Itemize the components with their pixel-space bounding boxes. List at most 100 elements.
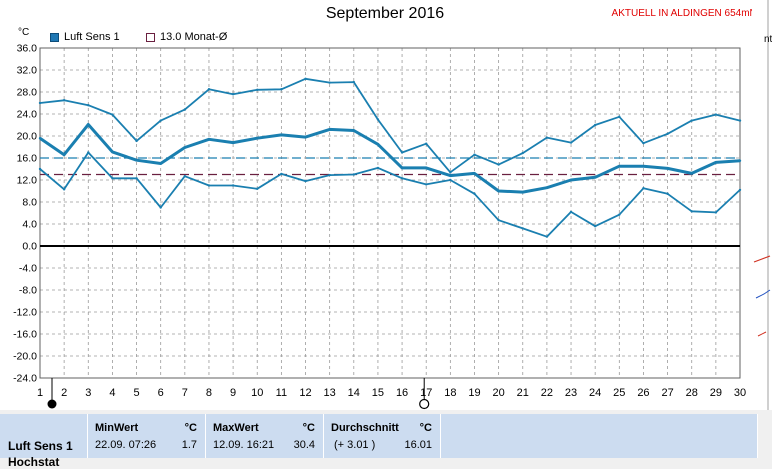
data-point-mean bbox=[280, 133, 283, 137]
data-point-min bbox=[666, 192, 669, 195]
legend-item-series[interactable]: Luft Sens 1 bbox=[50, 31, 120, 43]
data-point-min bbox=[400, 177, 404, 180]
y-tick-label: 12.0 bbox=[17, 175, 38, 187]
stats-avg-value: 16.01 bbox=[404, 439, 432, 451]
data-point-max bbox=[593, 123, 597, 127]
x-tick-label: 16 bbox=[396, 387, 408, 399]
data-point-max bbox=[376, 118, 380, 121]
x-tick-label: 15 bbox=[372, 387, 384, 399]
data-point-mean bbox=[183, 146, 187, 149]
data-point-mean bbox=[207, 138, 211, 141]
data-point-min bbox=[545, 235, 549, 238]
data-point-mean bbox=[449, 174, 452, 177]
x-tick-label: 11 bbox=[276, 387, 287, 399]
data-point-mean bbox=[328, 128, 331, 131]
data-point-mean bbox=[376, 143, 380, 146]
x-tick-label: 2 bbox=[61, 387, 67, 399]
data-point-max bbox=[135, 139, 138, 143]
data-point-max bbox=[304, 77, 307, 81]
data-point-max bbox=[328, 81, 331, 84]
x-tick-label: 28 bbox=[686, 387, 698, 399]
stats-max-value: 30.4 bbox=[293, 439, 315, 451]
x-tick-label: 8 bbox=[206, 387, 212, 399]
stats-avg-delta: (+ 3.01 ) bbox=[334, 439, 376, 451]
data-point-max bbox=[183, 108, 187, 111]
data-point-min bbox=[376, 166, 380, 170]
live-weather-link[interactable]: AKTUELL IN ALDINGEN 654mNN bbox=[611, 8, 764, 19]
data-point-max bbox=[280, 88, 283, 91]
stats-row-header: Luft Sens 1 Hochstat bbox=[0, 414, 88, 469]
stats-avg-unit: °C bbox=[419, 422, 432, 434]
stats-min-value: 1.7 bbox=[181, 439, 197, 451]
legend-series-swatch bbox=[50, 32, 59, 42]
data-point-mean bbox=[642, 165, 645, 168]
stats-max-header: MaxWert bbox=[213, 422, 259, 434]
y-tick-label: 20.0 bbox=[17, 131, 38, 143]
x-tick-label: 14 bbox=[348, 387, 360, 399]
data-point-max bbox=[642, 141, 645, 145]
data-point-mean bbox=[618, 165, 621, 168]
y-tick-label: -8.0 bbox=[19, 285, 37, 297]
side-panel-strip: nt bbox=[752, 0, 772, 410]
data-point-min bbox=[593, 225, 597, 228]
data-point-min bbox=[352, 173, 355, 176]
series-line-mean bbox=[39, 123, 741, 194]
data-point-min bbox=[714, 211, 718, 214]
data-point-mean bbox=[521, 190, 524, 194]
x-tick-label: 19 bbox=[468, 387, 480, 399]
data-point-max bbox=[738, 119, 742, 122]
stats-row-label-2: Hochstat bbox=[8, 455, 60, 469]
data-point-mean bbox=[593, 176, 597, 179]
data-point-mean bbox=[159, 162, 162, 165]
data-point-min bbox=[231, 184, 235, 187]
stats-avg-cell: Durchschnitt °C (+ 3.01 ) 16.01 bbox=[324, 414, 441, 458]
stats-min-date: 22.09. 07:26 bbox=[95, 439, 157, 451]
data-point-max bbox=[38, 101, 42, 105]
data-point-min bbox=[618, 213, 621, 216]
x-tick-label: 4 bbox=[109, 387, 115, 399]
x-tick-label: 21 bbox=[517, 387, 529, 399]
data-point-max bbox=[473, 153, 476, 156]
data-point-min bbox=[111, 177, 114, 180]
data-point-mean bbox=[569, 178, 573, 182]
y-tick-label: -16.0 bbox=[13, 329, 37, 341]
data-point-min bbox=[425, 183, 428, 186]
x-tick-label: 24 bbox=[589, 387, 601, 399]
data-point-min bbox=[449, 178, 452, 182]
y-tick-label: 16.0 bbox=[17, 153, 38, 165]
data-point-max bbox=[714, 113, 718, 116]
data-point-mean bbox=[231, 141, 235, 144]
y-tick-label: -24.0 bbox=[13, 373, 37, 385]
range-marker-start bbox=[47, 399, 57, 409]
y-tick-label: -4.0 bbox=[19, 263, 37, 275]
chart-title: September 2016 bbox=[325, 5, 445, 22]
x-tick-label: 12 bbox=[299, 387, 311, 399]
stats-max-unit: °C bbox=[302, 422, 315, 434]
data-point-max bbox=[87, 104, 90, 107]
legend-series-label: Luft Sens 1 bbox=[64, 31, 120, 43]
data-point-mean bbox=[473, 172, 476, 175]
data-point-min bbox=[328, 173, 331, 177]
data-point-min bbox=[183, 174, 187, 178]
data-point-mean bbox=[714, 161, 718, 164]
data-point-mean bbox=[62, 153, 66, 156]
data-point-min bbox=[304, 179, 307, 183]
plot-frame bbox=[39, 47, 741, 379]
y-tick-label: 4.0 bbox=[22, 219, 37, 231]
legend-item-reference[interactable]: 13.0 Monat-Ø bbox=[146, 31, 227, 43]
x-tick-label: 22 bbox=[541, 387, 553, 399]
data-point-mean bbox=[400, 166, 404, 170]
data-point-max bbox=[497, 163, 500, 166]
range-marker-end bbox=[419, 398, 430, 410]
y-axis-unit: °C bbox=[18, 27, 30, 38]
data-point-mean bbox=[38, 137, 42, 140]
data-point-max bbox=[159, 119, 162, 122]
stats-avg-header: Durchschnitt bbox=[331, 422, 399, 434]
data-point-max bbox=[425, 142, 428, 145]
data-point-min bbox=[280, 172, 283, 176]
series-line-min bbox=[39, 151, 741, 238]
data-point-mean bbox=[352, 129, 355, 132]
y-tick-label: 24.0 bbox=[17, 109, 38, 121]
data-point-mean bbox=[425, 166, 428, 170]
data-point-max bbox=[666, 132, 669, 135]
